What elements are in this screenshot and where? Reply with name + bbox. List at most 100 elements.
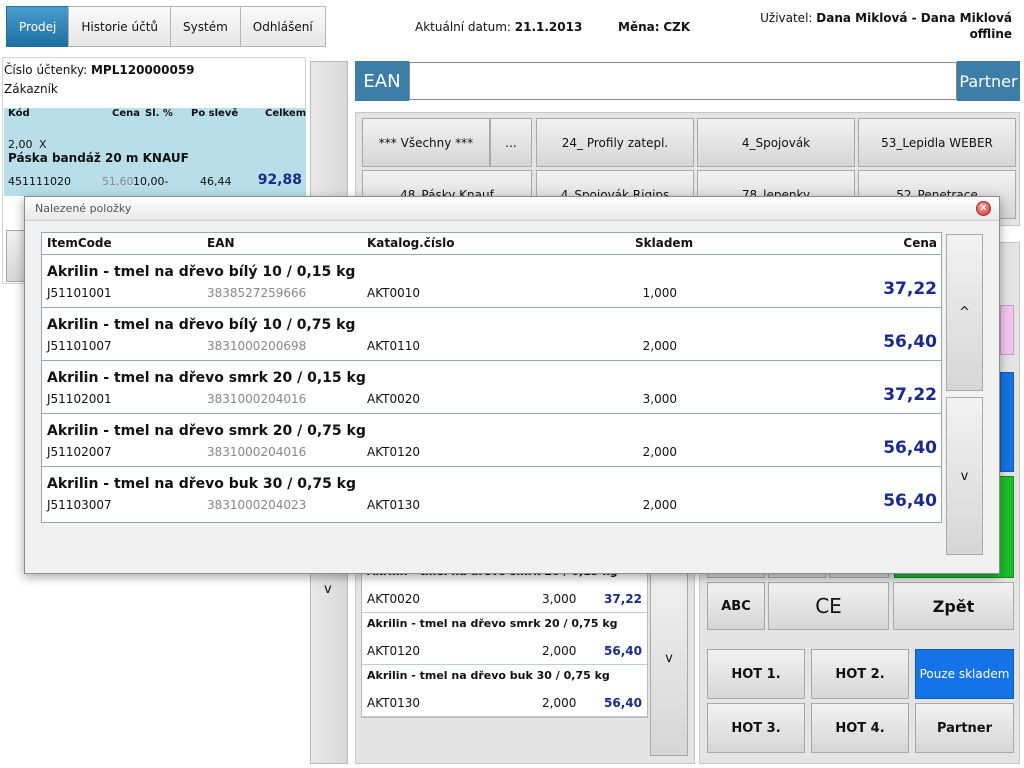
- receipt-number-value: MPL120000059: [90, 63, 195, 77]
- list-item[interactable]: Akrilin - tmel na dřevo smrk 20 / 0,75 k…: [362, 613, 647, 665]
- row-stock: 2,000: [642, 445, 677, 459]
- ce-button[interactable]: CE: [768, 582, 889, 630]
- tab-odhlaseni[interactable]: Odhlášení: [239, 6, 326, 47]
- dialog-title: Nalezené položky: [25, 197, 999, 221]
- row-name: Akrilin - tmel na dřevo buk 30 / 0,75 kg: [47, 476, 357, 492]
- product-list-scroll-down[interactable]: v: [650, 560, 688, 756]
- col-price: Cena: [903, 236, 937, 250]
- partner-label[interactable]: Partner: [957, 61, 1020, 101]
- only-in-stock-button[interactable]: Pouze skladem: [915, 649, 1014, 699]
- user-info: Uživatel: Dana Miklová - Dana Miklová of…: [760, 11, 1012, 41]
- tab-historie-uctu[interactable]: Historie účtů: [68, 6, 172, 47]
- row-ean: 3831000204016: [207, 392, 307, 406]
- col-po-sleve: Po slevě: [191, 108, 239, 119]
- row-catalog: AKT0130: [367, 498, 421, 512]
- list-item-price: 56,40: [604, 644, 642, 658]
- table-row[interactable]: Akrilin - tmel na dřevo smrk 20 / 0,15 k…: [42, 361, 941, 414]
- col-kod: Kód: [8, 108, 30, 119]
- row-name: Akrilin - tmel na dřevo bílý 10 / 0,75 k…: [47, 317, 356, 333]
- user-label: Uživatel:: [760, 11, 813, 25]
- currency-label: Měna:: [618, 20, 660, 34]
- partner-button[interactable]: Partner: [915, 703, 1014, 753]
- row-stock: 2,000: [642, 339, 677, 353]
- currency: Měna: CZK: [618, 20, 690, 34]
- customer-label[interactable]: Zákazník: [4, 82, 58, 96]
- row-stock: 2,000: [642, 498, 677, 512]
- date-value: 21.1.2013: [514, 20, 583, 34]
- scroll-up-button[interactable]: ^: [946, 234, 983, 391]
- list-item-code: AKT0130: [367, 696, 421, 710]
- item-price: 51,60: [102, 175, 134, 188]
- connection-status: offline: [969, 27, 1012, 41]
- row-price: 56,40: [883, 332, 937, 352]
- receipt-side-button[interactable]: [6, 230, 26, 282]
- table-row[interactable]: Akrilin - tmel na dřevo bílý 10 / 0,75 k…: [42, 308, 941, 361]
- col-celkem: Celkem: [265, 108, 307, 119]
- list-item-name: Akrilin - tmel na dřevo buk 30 / 0,75 kg: [367, 669, 610, 682]
- row-ean: 3831000204023: [207, 498, 307, 512]
- abc-button[interactable]: ABC: [707, 582, 765, 630]
- currency-value: CZK: [663, 20, 691, 34]
- pink-key[interactable]: [1000, 305, 1014, 355]
- receipt-header: Kód Cena Sl. % Po slevě Celkem: [4, 108, 306, 128]
- back-button[interactable]: Zpět: [893, 582, 1014, 630]
- category-all[interactable]: *** Všechny ***: [362, 118, 490, 167]
- receipt-scroll-down-button[interactable]: v: [324, 582, 332, 597]
- list-item-code: AKT0020: [367, 592, 421, 606]
- user-value: Dana Miklová - Dana Miklová: [816, 11, 1012, 25]
- table-row[interactable]: Akrilin - tmel na dřevo smrk 20 / 0,75 k…: [42, 414, 941, 467]
- list-item[interactable]: Akrilin - tmel na dřevo buk 30 / 0,75 kg…: [362, 665, 647, 717]
- row-catalog: AKT0120: [367, 445, 421, 459]
- found-items-dialog: Nalezené položky ✕ ItemCode EAN Katalog.…: [24, 196, 1000, 574]
- item-qty: 2,00: [8, 138, 33, 151]
- receipt-number: Číslo účtenky: MPL120000059: [4, 63, 195, 77]
- category-spojovak[interactable]: 4_Spojovák: [697, 118, 855, 167]
- row-catalog: AKT0020: [367, 392, 421, 406]
- row-stock: 1,000: [642, 286, 677, 300]
- col-catalog: Katalog.číslo: [367, 236, 455, 250]
- item-code: 451111020: [8, 175, 71, 188]
- row-catalog: AKT0110: [367, 339, 421, 353]
- category-profily[interactable]: 24_ Profily zatepl.: [536, 118, 694, 167]
- ean-label: EAN: [355, 61, 409, 101]
- row-name: Akrilin - tmel na dřevo smrk 20 / 0,15 k…: [47, 370, 366, 386]
- hot4-button[interactable]: HOT 4.: [811, 703, 909, 753]
- row-itemcode: J51101007: [47, 339, 112, 353]
- receipt-item[interactable]: 2,00 X Páska bandáž 20 m KNAUF 451111020…: [4, 128, 306, 196]
- row-itemcode: J51102007: [47, 445, 112, 459]
- row-itemcode: J51102001: [47, 392, 112, 406]
- list-item-name: Akrilin - tmel na dřevo smrk 20 / 0,75 k…: [367, 617, 618, 630]
- blue-key[interactable]: [1000, 372, 1014, 472]
- scroll-down-button[interactable]: v: [946, 397, 983, 555]
- row-price: 37,22: [883, 385, 937, 405]
- tab-prodej[interactable]: Prodej: [6, 6, 70, 47]
- row-price: 56,40: [883, 491, 937, 511]
- list-item-qty: 2,000: [542, 696, 577, 710]
- tab-system[interactable]: Systém: [170, 6, 241, 47]
- table-row[interactable]: Akrilin - tmel na dřevo buk 30 / 0,75 kg…: [42, 467, 941, 520]
- row-catalog: AKT0010: [367, 286, 421, 300]
- table-row[interactable]: Akrilin - tmel na dřevo bílý 10 / 0,15 k…: [42, 255, 941, 308]
- found-items-table: ItemCode EAN Katalog.číslo Skladem Cena …: [41, 232, 942, 523]
- receipt-number-label: Číslo účtenky:: [4, 63, 88, 77]
- hot1-button[interactable]: HOT 1.: [707, 649, 805, 699]
- row-ean: 3838527259666: [207, 286, 307, 300]
- item-total: 92,88: [257, 172, 302, 188]
- row-itemcode: J51101001: [47, 286, 112, 300]
- ean-input[interactable]: [409, 62, 957, 100]
- date-label: Aktuální datum:: [415, 20, 511, 34]
- row-price: 37,22: [883, 279, 937, 299]
- product-list: Akrilin - tmel na dřevo smrk 20 / 0,15 k…: [361, 560, 648, 718]
- category-lepidla[interactable]: 53_Lepidla WEBER: [858, 118, 1016, 167]
- row-name: Akrilin - tmel na dřevo smrk 20 / 0,75 k…: [47, 423, 366, 439]
- category-more[interactable]: ...: [490, 118, 532, 167]
- close-icon[interactable]: ✕: [976, 201, 991, 216]
- item-after-discount: 46,44: [200, 175, 232, 188]
- col-cena: Cena: [112, 108, 140, 119]
- list-item-code: AKT0120: [367, 644, 421, 658]
- hot3-button[interactable]: HOT 3.: [707, 703, 805, 753]
- table-header: ItemCode EAN Katalog.číslo Skladem Cena: [42, 233, 941, 255]
- hot2-button[interactable]: HOT 2.: [811, 649, 909, 699]
- list-item-qty: 2,000: [542, 644, 577, 658]
- current-date: Aktuální datum: 21.1.2013: [415, 20, 582, 34]
